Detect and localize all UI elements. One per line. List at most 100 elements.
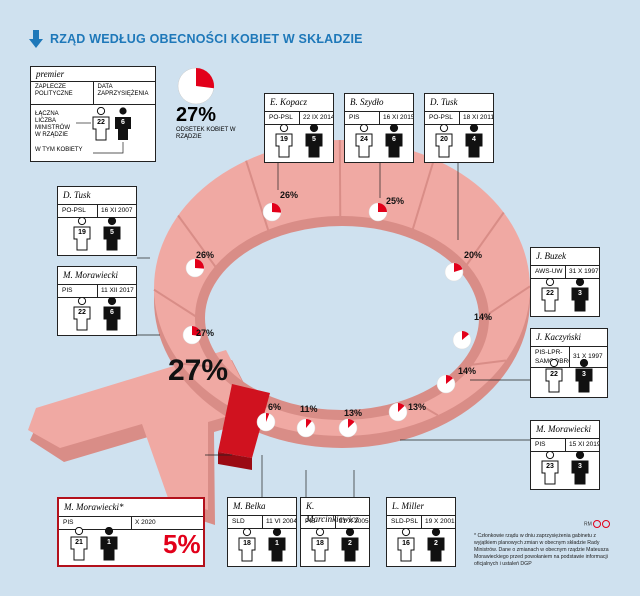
pie-4 xyxy=(388,402,408,422)
total-count: 21 xyxy=(75,539,83,546)
legend-total-label: ŁĄCZNA LICZBA MINISTRÓW W RZĄDZIE xyxy=(35,111,70,138)
total-figure: 22 xyxy=(72,297,92,331)
total-count: 19 xyxy=(78,229,86,236)
pct-label: 26% xyxy=(196,250,215,260)
women-count: 1 xyxy=(107,539,111,546)
pct-label: 26% xyxy=(280,190,299,200)
women-figure: 5 xyxy=(304,124,324,158)
pct-label: 14% xyxy=(458,366,477,376)
pie-slice xyxy=(446,375,453,384)
women-count: 3 xyxy=(578,290,582,297)
pie-2 xyxy=(296,418,316,438)
women-figure: 6 xyxy=(102,297,122,331)
swearing-in-date: 11 XII 2017 xyxy=(101,287,134,294)
legend-pm-label: premier xyxy=(31,67,155,82)
legend-pie-icon xyxy=(177,67,215,105)
legend-card: premier ZAPLECZE POLITYCZNE DATA ZAPRZYS… xyxy=(30,66,156,162)
pm-name: E. Kopacz xyxy=(265,94,333,112)
swearing-in-date: X 2020 xyxy=(135,519,156,526)
party: SLD xyxy=(228,516,263,528)
women-count: 6 xyxy=(392,136,396,143)
total-count: 22 xyxy=(78,309,86,316)
pm-name: M. Belka xyxy=(228,498,296,516)
pie-slice xyxy=(348,419,355,428)
pie-slice xyxy=(398,403,405,412)
pct-label: 14% xyxy=(474,312,493,322)
ring-separator xyxy=(413,400,439,417)
pie-slice xyxy=(462,331,469,340)
footnote: * Członkowie rządu w dniu zaprzysiężenia… xyxy=(474,533,609,567)
pie-slice xyxy=(192,326,202,337)
minister-figures: 20 4 xyxy=(425,124,493,158)
swearing-in-date: 31 X 1997 xyxy=(573,353,603,360)
women-figure: 4 xyxy=(464,124,484,158)
legend-total-figure: 22 xyxy=(91,107,111,141)
minister-figures: 19 5 xyxy=(265,124,333,158)
minister-figures: 22 3 xyxy=(531,359,607,393)
highlight-segment xyxy=(218,384,270,458)
arrow-down-icon xyxy=(29,30,43,48)
credit: RM xyxy=(584,520,613,528)
total-figure: 21 xyxy=(69,527,89,561)
women-figure: 3 xyxy=(570,278,590,312)
pie-5 xyxy=(436,374,456,394)
ring-separator xyxy=(463,211,505,270)
total-count: 20 xyxy=(440,136,448,143)
government-card: J. Buzek AWS-UW 31 X 1997 22 3 xyxy=(530,247,600,317)
total-count: 23 xyxy=(546,463,554,470)
swearing-in-date: 31 X 1997 xyxy=(569,268,599,275)
total-figure: 18 xyxy=(310,528,330,562)
party: PO-PSL xyxy=(425,112,460,124)
government-card: E. Kopacz PO-PSL 22 IX 2014 19 5 xyxy=(264,93,334,163)
center-pct: 27% xyxy=(168,354,229,387)
total-figure: 24 xyxy=(354,124,374,158)
government-card: B. Szydło PIS 16 XI 2015 24 6 xyxy=(344,93,414,163)
pie-8 xyxy=(368,202,388,222)
pie-10 xyxy=(185,258,205,278)
women-figure: 2 xyxy=(340,528,360,562)
women-figure: 5 xyxy=(102,217,122,251)
pm-name: D. Tusk xyxy=(58,187,136,205)
pct-label: 25% xyxy=(386,196,405,206)
total-figure: 23 xyxy=(540,451,560,485)
government-card: D. Tusk PO-PSL 16 XI 2007 19 5 xyxy=(57,186,137,256)
minister-figures: 18 1 xyxy=(228,528,296,562)
women-figure: 3 xyxy=(570,451,590,485)
ring-separator xyxy=(483,285,531,318)
party: PIS xyxy=(345,112,380,124)
pm-name: L. Miller xyxy=(387,498,455,516)
women-count: 2 xyxy=(434,540,438,547)
minister-figures: 19 5 xyxy=(58,217,136,251)
pie-slice xyxy=(378,203,387,212)
pie-slice xyxy=(195,259,204,269)
swearing-in-date: 15 XI 2019 xyxy=(569,441,599,448)
women-count: 1 xyxy=(275,540,279,547)
pie-slice xyxy=(272,203,281,213)
total-figure: 19 xyxy=(72,217,92,251)
total-count: 22 xyxy=(550,371,558,378)
total-figure: 19 xyxy=(274,124,294,158)
party: PO-PSL xyxy=(58,205,98,217)
swearing-in-date: 11 VI 2004 xyxy=(266,518,296,525)
pm-name: D. Tusk xyxy=(425,94,493,112)
party: PIS xyxy=(59,517,132,529)
pct-label: 11% xyxy=(300,404,318,414)
ring-separator xyxy=(177,214,220,272)
women-figure: 1 xyxy=(99,527,119,561)
pct-label-large: 5% xyxy=(163,529,201,559)
party: PIS xyxy=(58,285,98,297)
party: SLD-PSL xyxy=(387,516,422,528)
women-figure: 2 xyxy=(426,528,446,562)
legend-col1: ZAPLECZE POLITYCZNE xyxy=(31,82,94,104)
total-figure: 18 xyxy=(237,528,257,562)
minister-figures: 22 6 xyxy=(58,297,136,331)
government-card: M. Belka SLD 11 VI 2004 18 1 xyxy=(227,497,297,567)
total-count: 18 xyxy=(243,540,251,547)
women-count: 3 xyxy=(582,371,586,378)
pie-slice xyxy=(454,263,463,272)
pct-label: 6% xyxy=(268,402,282,412)
pm-name: K. Marcinkiewicz xyxy=(301,498,369,524)
pie-3 xyxy=(338,418,358,438)
